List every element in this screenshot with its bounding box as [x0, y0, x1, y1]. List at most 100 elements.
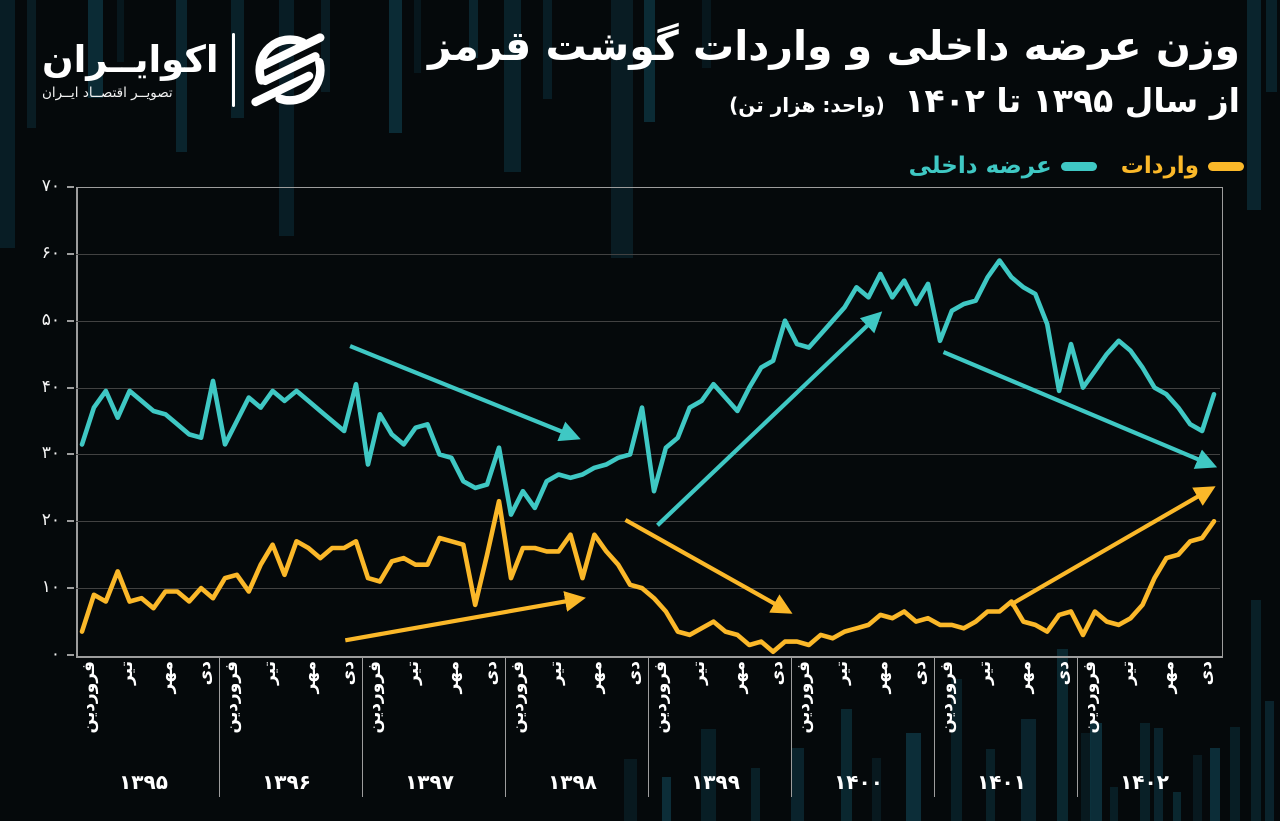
decor-bar — [414, 0, 421, 73]
brand-name: اکوایــران — [42, 38, 219, 82]
x-axis-month-label: مهر — [1158, 661, 1178, 694]
decor-bar — [1057, 649, 1068, 821]
x-axis-month-label: تیر — [832, 661, 852, 685]
decor-bar — [1081, 733, 1091, 821]
decor-bar — [702, 0, 711, 68]
x-axis-month-label: فروردین — [1080, 661, 1100, 734]
x-axis-month-label: تیر — [546, 661, 566, 685]
x-axis-month-label: دی — [338, 661, 358, 686]
decor-bar — [701, 729, 716, 821]
trend-arrow — [1009, 486, 1216, 607]
chart-canvas — [79, 258, 1218, 655]
trend-arrow — [942, 350, 1218, 469]
x-axis-month-label: فروردین — [651, 661, 671, 734]
y-axis-label: ۱۰ — [41, 577, 60, 598]
decor-bar — [1154, 728, 1163, 821]
x-axis-month-label: تیر — [260, 661, 280, 685]
gridline — [76, 387, 1220, 389]
decor-bar — [0, 0, 15, 248]
decor-bar — [1247, 0, 1261, 210]
decor-bar — [906, 733, 921, 821]
legend-label-imports: واردات — [1120, 153, 1199, 179]
year-separator — [362, 656, 363, 797]
year-separator — [648, 656, 649, 797]
y-axis-tick — [67, 186, 74, 188]
decor-bar — [504, 0, 521, 172]
x-axis-month-label: تیر — [403, 661, 423, 685]
decor-bar — [1251, 600, 1261, 821]
x-axis-month-label: تیر — [117, 661, 137, 685]
x-axis-month-label: دی — [195, 661, 215, 686]
y-axis-tick — [67, 386, 74, 389]
decor-bar — [1193, 755, 1202, 821]
imports-swatch-icon — [1208, 162, 1244, 171]
x-axis-month-label: مهر — [729, 661, 749, 694]
x-axis-month-label: دی — [767, 661, 787, 686]
x-axis-month-label: دی — [1053, 661, 1073, 686]
y-axis-tick — [67, 654, 74, 656]
trend-arrow — [624, 518, 793, 614]
gridline — [76, 521, 1220, 523]
plot-area — [76, 187, 1223, 658]
y-axis-tick — [67, 453, 74, 456]
x-axis-month-label: دی — [481, 661, 501, 686]
x-axis-year-label: ۱۳۹۶ — [262, 770, 311, 794]
year-separator — [934, 656, 935, 797]
legend: واردات عرضه داخلی — [909, 155, 1244, 178]
decor-bar — [1173, 792, 1181, 821]
y-axis-label: ۲۰ — [41, 510, 60, 531]
y-axis-label: ۰ — [50, 644, 60, 664]
legend-label-domestic-supply: عرضه داخلی — [908, 153, 1052, 179]
x-axis-month-label: مهر — [443, 661, 463, 694]
decor-bar — [389, 0, 402, 133]
x-axis-month-label: مهر — [300, 661, 320, 694]
decor-bar — [88, 0, 103, 98]
decor-bar — [176, 0, 187, 152]
y-axis-label: ۳۰ — [41, 443, 60, 464]
y-axis-tick — [67, 252, 74, 255]
y-axis-label: ۶۰ — [41, 242, 60, 263]
decor-bar — [1230, 727, 1240, 821]
y-axis-label: ۵۰ — [41, 309, 60, 330]
brand-tagline: تصویــر اقتصــاد ایــران — [42, 84, 173, 101]
year-separator — [1077, 656, 1078, 797]
gridline — [76, 320, 1220, 322]
decor-bar — [1265, 701, 1274, 821]
x-axis-month-label: فروردین — [79, 661, 99, 734]
trend-arrow — [344, 591, 586, 643]
x-axis-year-label: ۱۴۰۱ — [977, 770, 1026, 794]
x-axis-year-label: ۱۳۹۹ — [691, 770, 740, 794]
decor-bar — [321, 0, 330, 92]
x-axis-month-label: مهر — [1015, 661, 1035, 694]
chart-header: وزن عرضه داخلی و واردات گوشت قرمز از سال… — [428, 18, 1240, 120]
x-axis-month-label: فروردین — [508, 661, 528, 734]
x-axis-month-label: فروردین — [937, 661, 957, 734]
decor-bar — [624, 759, 637, 821]
x-axis-year-label: ۱۳۹۸ — [548, 770, 597, 794]
domestic-supply-swatch-icon — [1060, 162, 1097, 171]
gridline — [76, 588, 1220, 590]
decor-bar — [469, 0, 478, 58]
x-axis-year-label: ۱۳۹۷ — [405, 770, 454, 794]
gridline — [76, 253, 1220, 255]
x-axis-month-label: دی — [624, 661, 644, 686]
y-axis-tick — [67, 587, 74, 590]
x-axis-year-label: ۱۴۰۰ — [834, 770, 883, 794]
decor-bar — [1210, 748, 1220, 821]
x-axis-month-label: مهر — [586, 661, 606, 694]
x-axis-month-label: فروردین — [365, 661, 385, 734]
decor-bar — [662, 777, 671, 821]
x-axis-month-label: تیر — [975, 661, 995, 685]
y-axis-tick — [67, 520, 74, 523]
chart-title: وزن عرضه داخلی و واردات گوشت قرمز — [427, 22, 1240, 70]
decor-bar — [872, 758, 881, 821]
decor-bar — [117, 0, 124, 62]
x-axis-year-label: ۱۴۰۲ — [1120, 770, 1169, 794]
domestic-supply-line — [79, 258, 1217, 517]
decor-bar — [1090, 723, 1102, 821]
imports-line — [79, 498, 1217, 655]
chart-subtitle-years: از سال ۱۳۹۵ تا ۱۴۰۲ — [904, 81, 1240, 121]
brand-logo: اکوایــران تصویــر اقتصــاد ایــران — [42, 28, 332, 112]
legend-item-domestic-supply: عرضه داخلی — [909, 155, 1097, 178]
